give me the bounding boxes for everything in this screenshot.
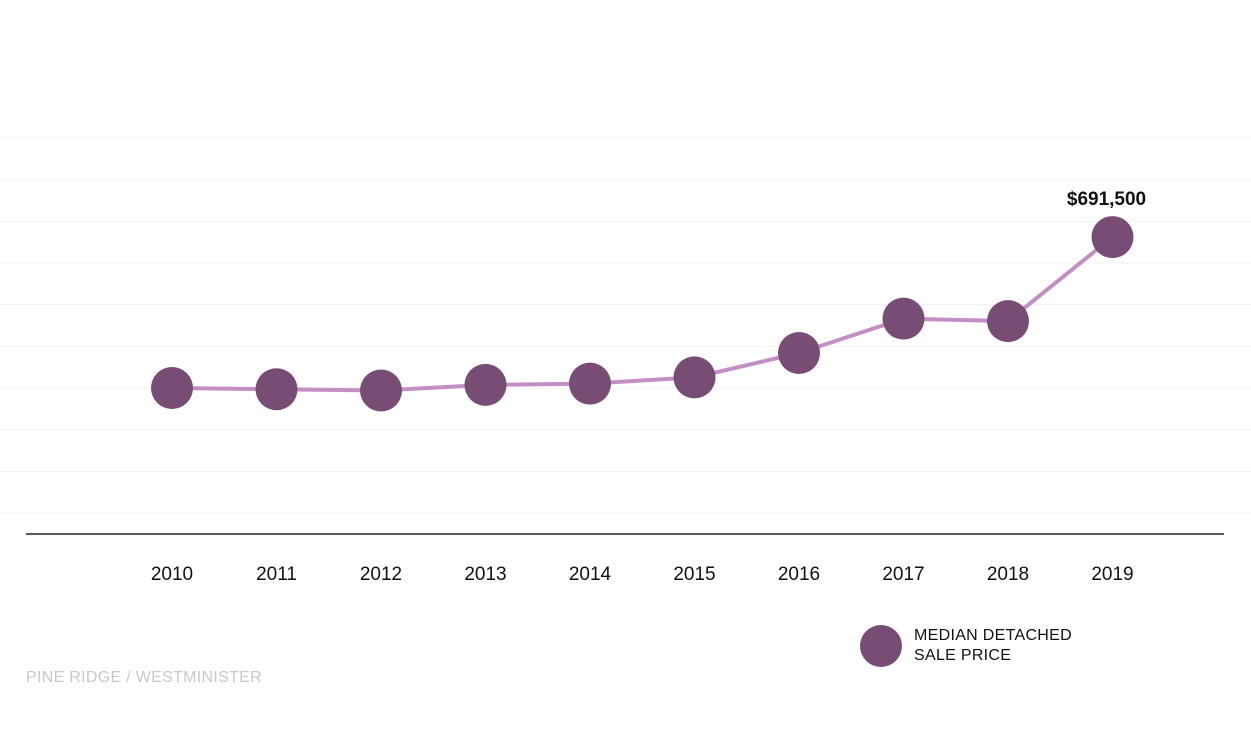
- data-point: [151, 367, 193, 409]
- x-tick-label: 2012: [360, 564, 402, 585]
- x-tick-label: 2018: [987, 564, 1029, 585]
- x-tick-label: 2014: [569, 564, 612, 585]
- x-tick-label: 2011: [256, 564, 297, 585]
- data-point: [464, 363, 507, 406]
- data-point: [778, 332, 820, 374]
- data-point: [882, 297, 925, 340]
- legend-marker: [860, 625, 902, 667]
- x-tick-label: 2019: [1091, 564, 1133, 585]
- x-tick-label: 2010: [151, 564, 193, 585]
- legend-label: MEDIAN DETACHED SALE PRICE: [914, 626, 1072, 666]
- legend: MEDIAN DETACHED SALE PRICE: [860, 625, 1072, 667]
- data-point: [255, 368, 298, 411]
- x-tick-label: 2016: [778, 564, 820, 585]
- x-tick-label: 2017: [882, 564, 924, 585]
- legend-label-line-2: SALE PRICE: [914, 647, 1012, 664]
- data-point: [1091, 216, 1134, 259]
- x-tick-label: 2013: [464, 564, 506, 585]
- x-tick-label: 2015: [673, 564, 715, 585]
- data-point: [360, 369, 402, 412]
- footer-caption: PINE RIDGE / WESTMINISTER: [26, 669, 262, 686]
- data-point: [673, 356, 716, 399]
- series-line: [170, 235, 1115, 393]
- legend-label-line-1: MEDIAN DETACHED: [914, 627, 1072, 644]
- data-label: $691,500: [1067, 189, 1146, 210]
- data-point: [569, 362, 611, 405]
- data-point: [987, 300, 1029, 343]
